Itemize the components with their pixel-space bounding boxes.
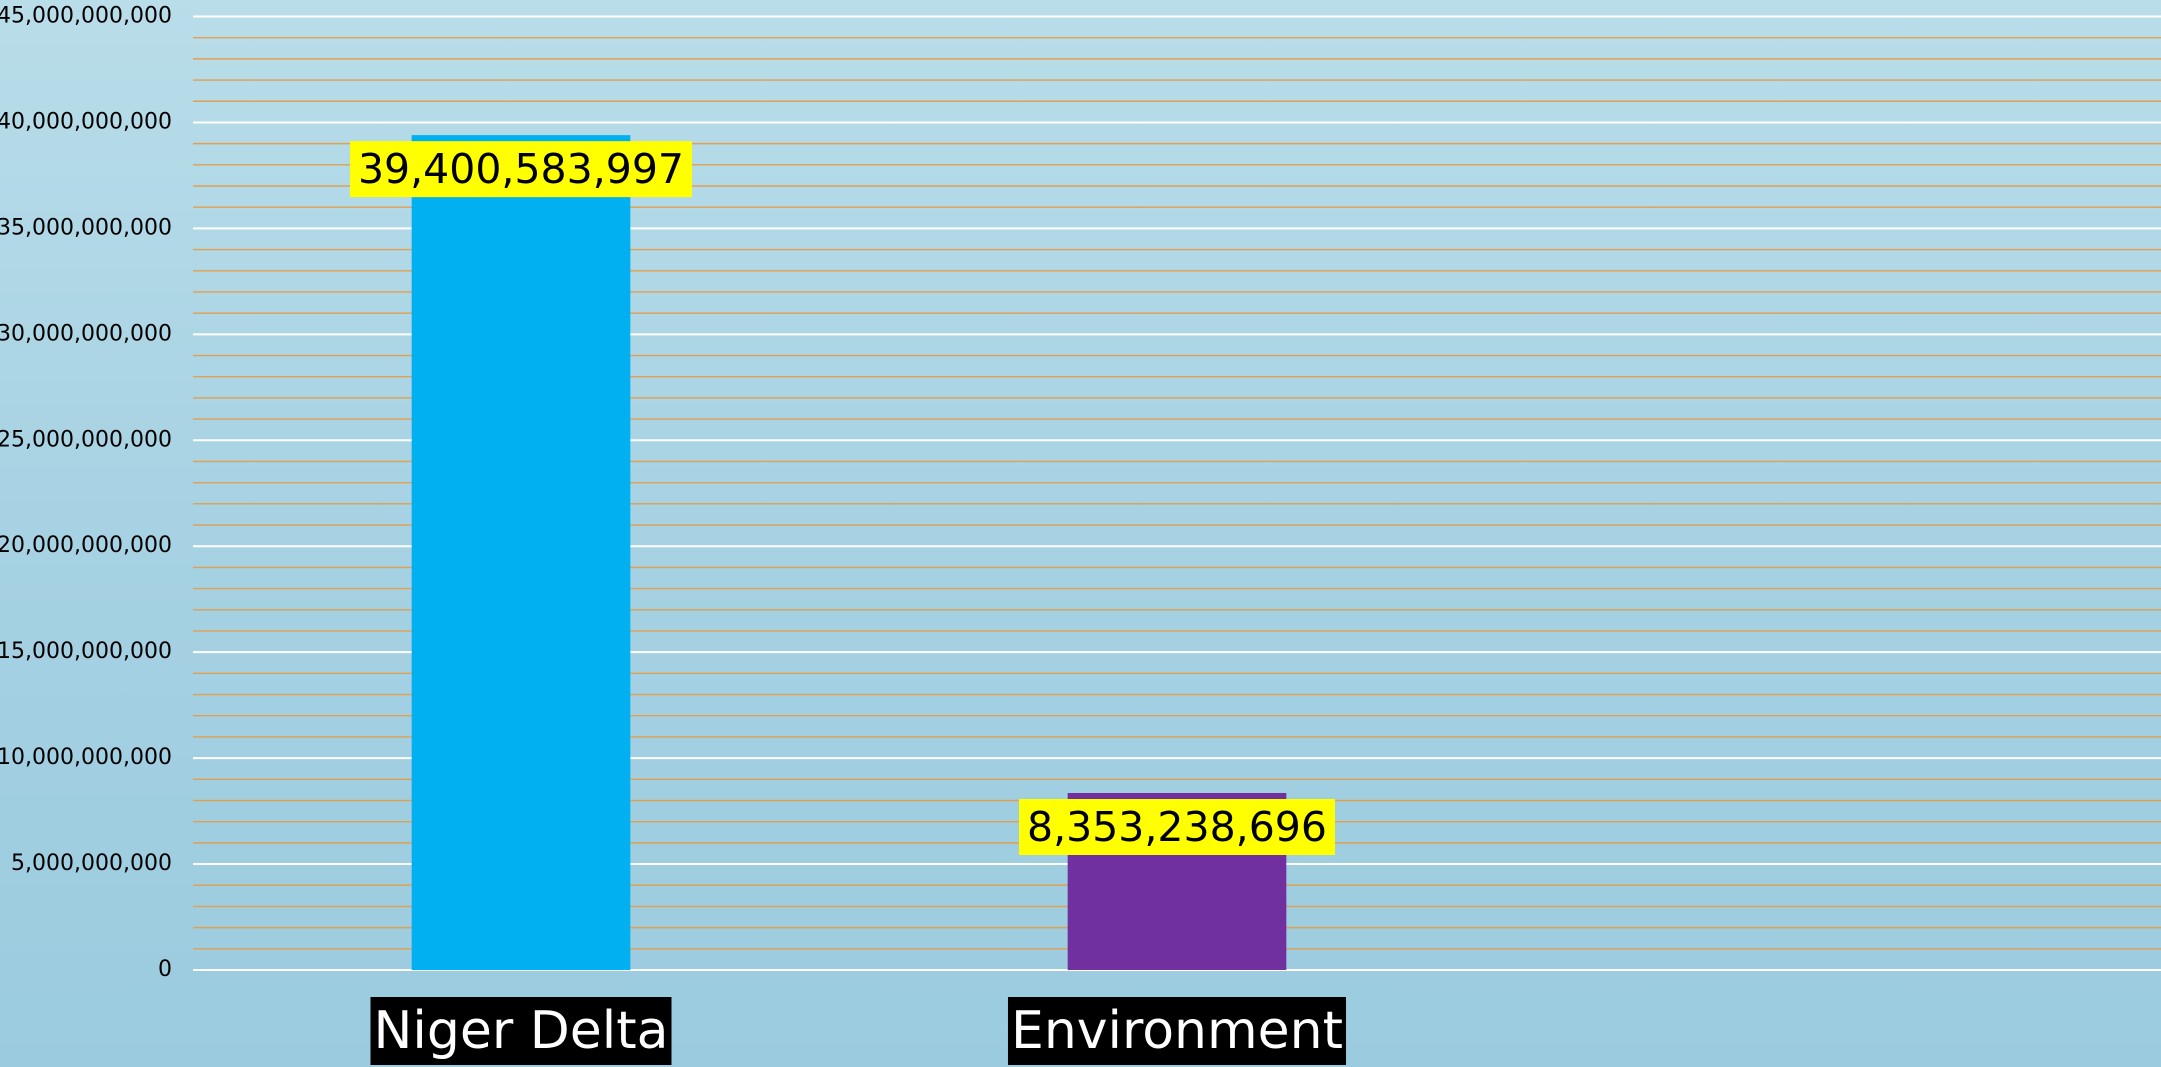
y-tick-label: 15,000,000,000 (0, 639, 172, 664)
data-label: 8,353,238,696 (1027, 803, 1327, 851)
data-label-bg (349, 141, 693, 198)
y-tick-label: 40,000,000,000 (0, 109, 172, 134)
x-tick-label-group: Environment (1007, 997, 1347, 1065)
x-tick-label: Niger Delta (374, 1001, 669, 1061)
x-tick-label-bg (370, 997, 672, 1065)
y-tick-label: 5,000,000,000 (11, 851, 172, 876)
x-tick-label-group: Niger Delta (370, 997, 672, 1065)
y-tick-label: 20,000,000,000 (0, 533, 172, 558)
y-tick-label: 35,000,000,000 (0, 215, 172, 240)
y-tick-label: 45,000,000,000 (0, 4, 172, 29)
x-tick-label-bg (1007, 997, 1347, 1065)
y-tick-label: 0 (158, 957, 172, 982)
y-tick-label: 30,000,000,000 (0, 321, 172, 346)
data-label-group: 39,400,583,997 (349, 141, 693, 198)
data-label: 39,400,583,997 (358, 145, 684, 193)
x-tick-label: Environment (1011, 1001, 1343, 1061)
bar (411, 135, 631, 971)
y-tick-label: 10,000,000,000 (0, 745, 172, 770)
y-tick-label: 25,000,000,000 (0, 427, 172, 452)
data-label-group: 8,353,238,696 (1019, 799, 1335, 856)
data-label-bg (1019, 799, 1335, 856)
